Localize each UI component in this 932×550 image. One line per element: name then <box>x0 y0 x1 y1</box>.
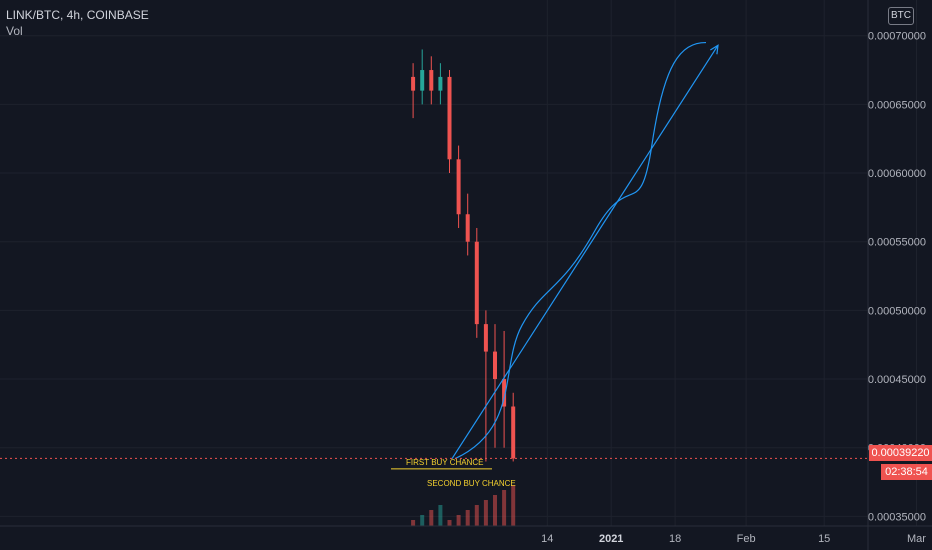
volume-bar <box>493 495 497 526</box>
y-tick-label: 0.00055000 <box>868 237 926 249</box>
x-tick-label: 14 <box>541 533 553 545</box>
candle-body <box>483 324 488 352</box>
volume-bar <box>456 515 461 526</box>
candle-body <box>511 406 516 459</box>
time-axis[interactable]: 14 2021 18 Feb 15 Mar <box>0 525 932 545</box>
projection-curve <box>454 41 707 460</box>
volume-bar <box>474 505 479 526</box>
candle-body <box>447 76 452 160</box>
volume-bar <box>483 500 488 526</box>
x-tick-label: 18 <box>669 533 681 545</box>
second-buy-label: SECOND BUY CHANCE <box>427 479 516 488</box>
volume-bars <box>411 485 516 526</box>
candlesticks <box>411 49 516 462</box>
grid-lines <box>0 0 917 526</box>
symbol-title[interactable]: LINK/BTC, 4h, COINBASE <box>6 8 149 22</box>
candle-body <box>438 76 443 91</box>
x-tick-label: 15 <box>818 533 830 545</box>
volume-bar <box>511 485 516 526</box>
volume-bar <box>465 510 470 526</box>
x-tick-label: Feb <box>737 533 756 545</box>
candle-body <box>411 76 416 91</box>
volume-indicator-label[interactable]: Vol <box>6 24 23 38</box>
y-tick-label: 0.00060000 <box>868 168 926 180</box>
candle-body <box>456 159 461 215</box>
candle-body <box>493 351 497 380</box>
volume-bar <box>447 520 452 526</box>
volume-bar <box>502 490 507 526</box>
volume-bar <box>420 515 425 526</box>
candle-body <box>420 70 425 91</box>
candle-body <box>474 241 479 325</box>
buy-levels: FIRST BUY CHANCE SECOND BUY CHANCE <box>391 458 516 488</box>
projection-arrow-line <box>451 44 719 460</box>
volume-bar <box>438 505 443 526</box>
currency-badge[interactable]: BTC <box>888 7 914 25</box>
volume-bar <box>411 520 416 526</box>
y-tick-label: 0.00070000 <box>868 31 926 43</box>
bar-countdown: 02:38:54 <box>881 464 932 480</box>
volume-bar <box>429 510 434 526</box>
first-buy-label: FIRST BUY CHANCE <box>406 458 484 467</box>
y-tick-label: 0.00050000 <box>868 305 926 317</box>
last-price-tag: 0.00039220 <box>869 445 932 461</box>
projection-arrow-head <box>710 44 719 55</box>
y-tick-label: 0.00035000 <box>868 511 926 523</box>
candle-body <box>502 379 507 407</box>
x-tick-label: 2021 <box>599 533 623 545</box>
y-tick-label: 0.00045000 <box>868 374 926 386</box>
y-tick-label: 0.00065000 <box>868 99 926 111</box>
candle-body <box>465 214 470 242</box>
x-tick-label: Mar <box>907 533 926 545</box>
candle-body <box>429 70 434 91</box>
projection-drawings <box>451 41 719 460</box>
